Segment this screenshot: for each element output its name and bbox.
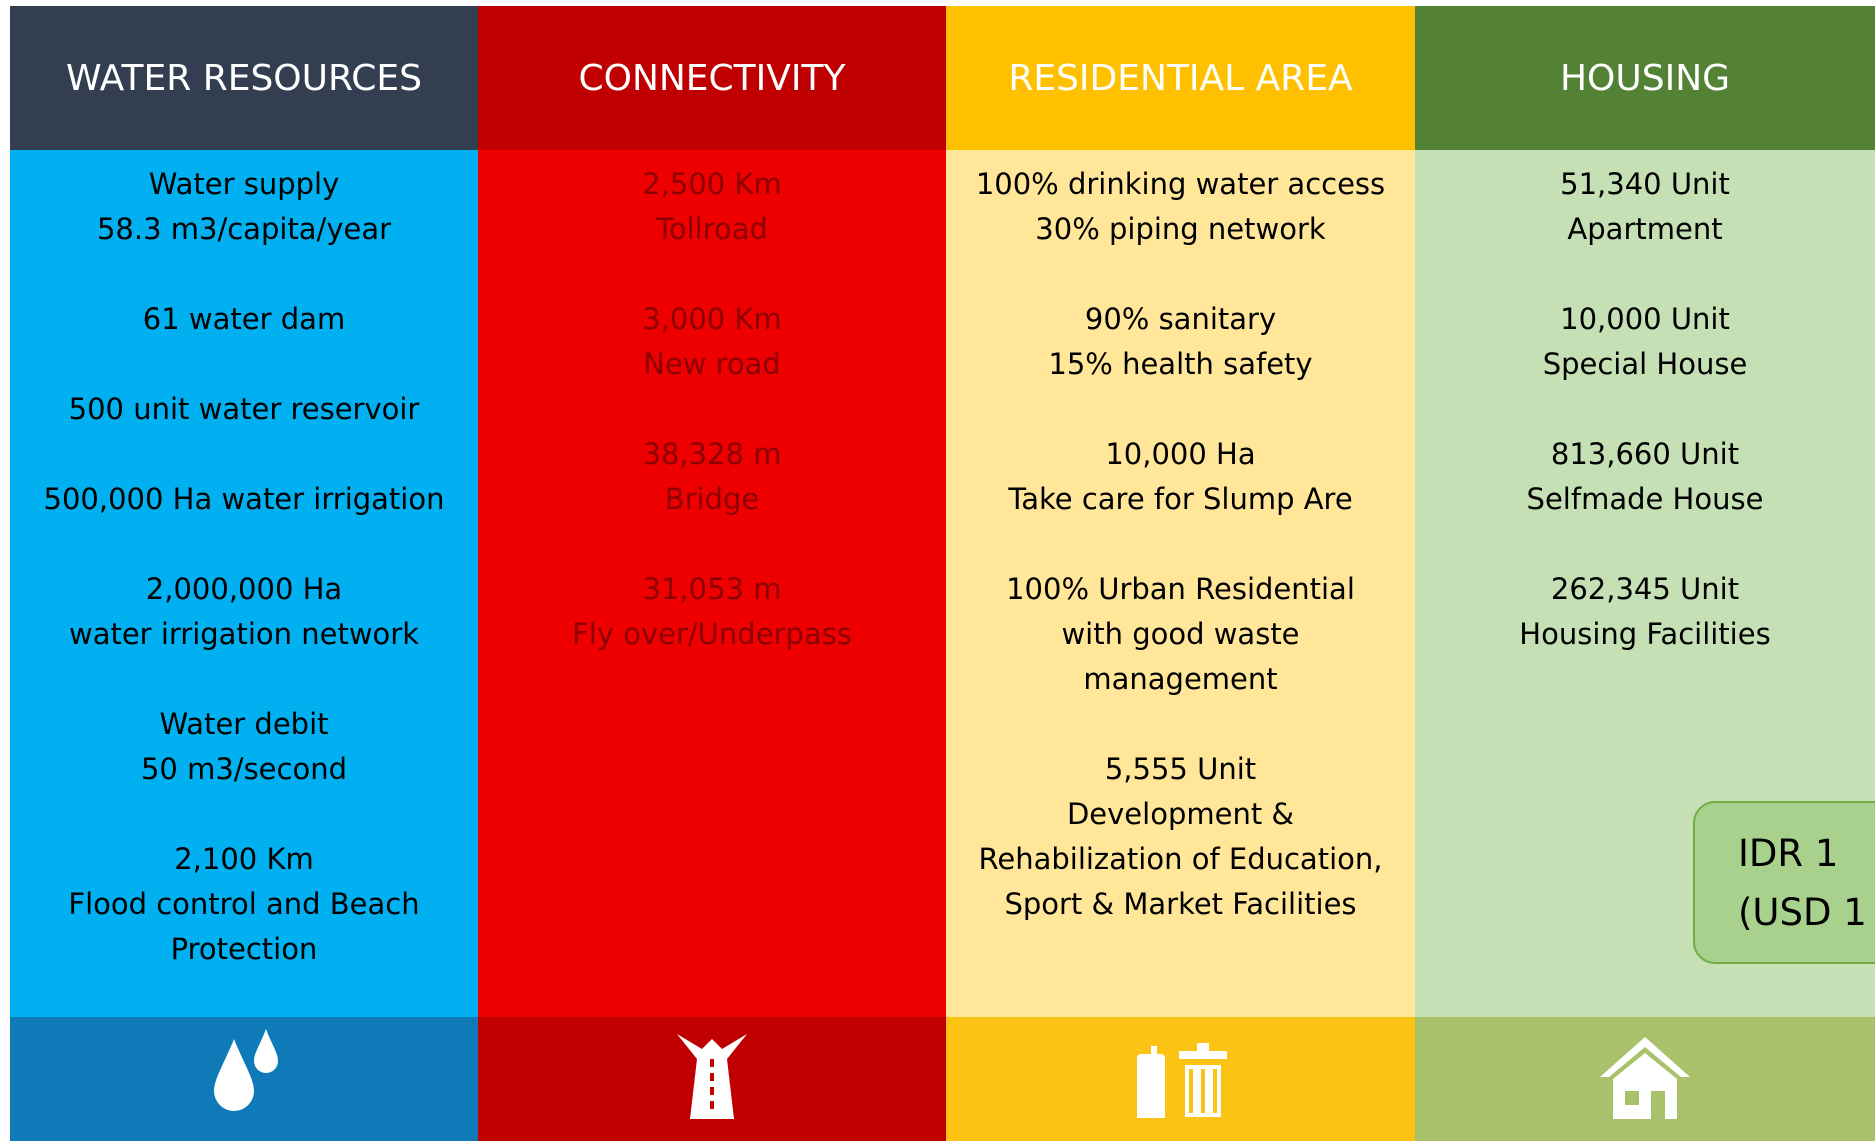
column: WATER RESOURCES Water supply 58.3 m3/capit… <box>10 6 478 1141</box>
item-line: Take care for Slump Are <box>1008 482 1353 516</box>
icon-band <box>10 1017 478 1141</box>
item-line: 813,660 Unit <box>1550 437 1740 471</box>
item-line: 58.3 m3/capita/year <box>96 212 392 246</box>
item: 10,000 Unit Special House <box>1415 297 1875 387</box>
item-line: 61 water dam <box>142 302 346 336</box>
column: RESIDENTIAL AREA 100% drinking water acce… <box>946 6 1415 1141</box>
column: HOUSING 51,340 Unit Apartment 10,000 Unit Sp… <box>1415 6 1875 1141</box>
item: 262,345 Unit Housing Facilities <box>1415 567 1875 657</box>
budget-line: (USD 1 <box>1738 891 1867 934</box>
item-line: 500,000 Ha water irrigation <box>43 482 445 516</box>
column-header: WATER RESOURCES <box>10 6 478 150</box>
item: 10,000 Ha Take care for Slump Are <box>946 432 1415 522</box>
item: 2,000,000 Ha water irrigation network <box>10 567 478 657</box>
column-header: RESIDENTIAL AREA <box>946 6 1415 150</box>
item-line: 50 m3/second <box>140 752 348 786</box>
item-line: 2,100 Km <box>174 842 314 876</box>
item-line: management <box>1083 662 1278 696</box>
item-line: New road <box>643 347 781 381</box>
column-body: Water supply 58.3 m3/capita/year 61 water … <box>10 150 478 1017</box>
item-line: 100% drinking water access <box>975 167 1386 201</box>
item-line: Water supply <box>148 167 340 201</box>
item-line: 3,000 Km <box>642 302 782 336</box>
item-line: Development & <box>1066 797 1295 831</box>
item-line: 500 unit water reservoir <box>68 392 420 426</box>
item-line: 15% health safety <box>1048 347 1313 381</box>
item-line: 10,000 Ha <box>1105 437 1256 471</box>
column-body: 51,340 Unit Apartment 10,000 Unit Special H… <box>1415 150 1875 1017</box>
item: 500 unit water reservoir <box>10 387 478 432</box>
item-line: Housing Facilities <box>1519 617 1771 651</box>
icon <box>1136 1043 1227 1121</box>
item-line: Sport & Market Facilities <box>1004 887 1357 921</box>
item: Water supply 58.3 m3/capita/year <box>10 162 478 252</box>
item: 2,100 Km Flood control and Beach Protectio… <box>10 837 478 972</box>
item-line: 262,345 Unit <box>1550 572 1740 606</box>
item: 500,000 Ha water irrigation <box>10 477 478 522</box>
icon <box>1600 1037 1690 1119</box>
icon-band <box>1415 1017 1875 1141</box>
column-body: 100% drinking water access 30% piping net… <box>946 150 1415 1017</box>
column-body: 2,500 Km Tollroad 3,000 Km New road 38,328 m… <box>478 150 946 1017</box>
icon <box>677 1034 747 1119</box>
icon-band <box>478 1017 946 1141</box>
item-line: 90% sanitary <box>1084 302 1277 336</box>
item-line: Apartment <box>1567 212 1723 246</box>
item: Water debit 50 m3/second <box>10 702 478 792</box>
item: 2,500 Km Tollroad <box>478 162 946 252</box>
item: 100% Urban Residential with good waste man… <box>946 567 1415 702</box>
item-line: with good waste <box>1061 617 1300 651</box>
item-line: Tollroad <box>656 212 768 246</box>
item-line: Fly over/Underpass <box>572 617 852 651</box>
column-header: HOUSING <box>1415 6 1875 150</box>
item-line: 10,000 Unit <box>1560 302 1730 336</box>
budget-box: IDR 1 (USD 1 <box>1693 801 1875 964</box>
item-line: 38,328 m <box>642 437 782 471</box>
item-line: 100% Urban Residential <box>1006 572 1355 606</box>
item-line: 5,555 Unit <box>1104 752 1257 786</box>
item-line: 2,500 Km <box>642 167 782 201</box>
item-line: Protection <box>170 932 318 966</box>
budget-line: IDR 1 <box>1738 832 1839 875</box>
item-line: Rehabilization of Education, <box>978 842 1383 876</box>
item: 813,660 Unit Selfmade House <box>1415 432 1875 522</box>
item-line: 51,340 Unit <box>1560 167 1730 201</box>
item: 31,053 m Fly over/Underpass <box>478 567 946 657</box>
item-line: Special House <box>1542 347 1748 381</box>
item-line: 2,000,000 Ha <box>145 572 343 606</box>
item-line: Bridge <box>664 482 760 516</box>
item-line: water irrigation network <box>68 617 419 651</box>
item-line: 31,053 m <box>642 572 782 606</box>
item-line: Selfmade House <box>1526 482 1764 516</box>
item-line: 30% piping network <box>1035 212 1326 246</box>
item-line: Flood control and Beach <box>68 887 420 921</box>
column-header: CONNECTIVITY <box>478 6 946 150</box>
icon-band <box>946 1017 1415 1141</box>
column: CONNECTIVITY 2,500 Km Tollroad 3,000 Km New … <box>478 6 946 1141</box>
item-line: Water debit <box>159 707 329 741</box>
icon <box>214 1029 278 1111</box>
item: 90% sanitary 15% health safety <box>946 297 1415 387</box>
item: 5,555 Unit Development & Rehabilization of… <box>946 747 1415 927</box>
item: 100% drinking water access 30% piping net… <box>946 162 1415 252</box>
item: 3,000 Km New road <box>478 297 946 387</box>
item: 38,328 m Bridge <box>478 432 946 522</box>
item: 51,340 Unit Apartment <box>1415 162 1875 252</box>
item: 61 water dam <box>10 297 478 342</box>
